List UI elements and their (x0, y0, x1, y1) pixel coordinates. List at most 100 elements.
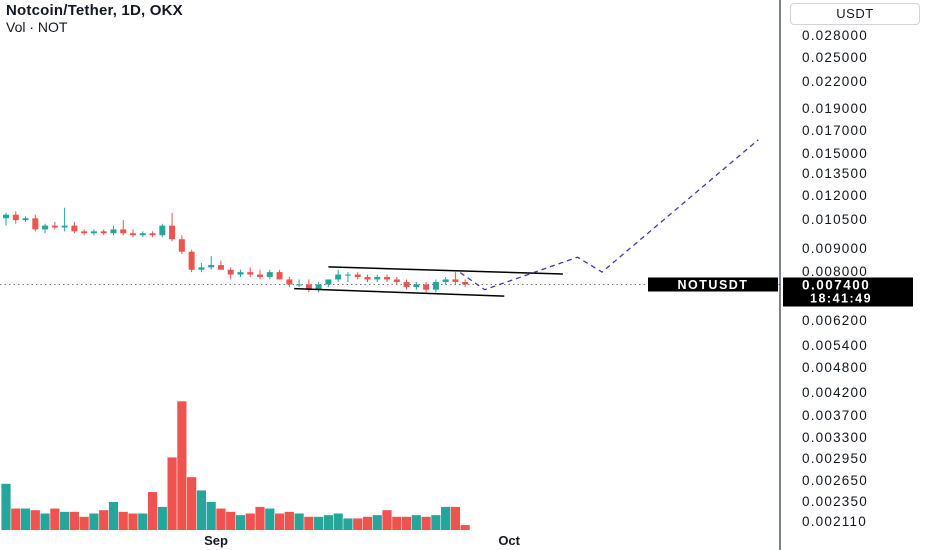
candle (178, 235, 185, 254)
volume-bar (323, 515, 334, 530)
price-axis[interactable]: 0.028000 0.025000 0.022000 0.019000 0.017000… (802, 28, 868, 529)
volume-bar (157, 506, 167, 530)
volume-bar (314, 516, 324, 530)
candle-body (247, 272, 254, 275)
price-tick-label: 0.019000 (802, 101, 868, 116)
candle (217, 260, 224, 270)
projection-path (459, 139, 759, 291)
candle (325, 279, 332, 288)
candle (393, 276, 400, 285)
price-tick-label: 0.003300 (802, 430, 868, 445)
candle-body (217, 265, 224, 270)
candle (32, 214, 39, 232)
price-tick-label: 0.002650 (802, 473, 868, 488)
volume-bar (60, 511, 70, 530)
candle-body (188, 251, 195, 270)
symbol-price-label: NOTUSDT (648, 277, 778, 292)
volume-bar (274, 513, 285, 530)
price-tick-label: 0.008000 (802, 264, 868, 279)
candle (139, 231, 146, 238)
volume-bar (187, 477, 197, 530)
candle-body (71, 225, 78, 232)
candle (159, 223, 166, 238)
volume-bar (196, 490, 206, 530)
volume-bar (79, 516, 89, 530)
candle-body (198, 267, 205, 270)
volume-bar (441, 506, 451, 530)
volume-bar (99, 510, 109, 530)
candle (198, 262, 205, 273)
volume-bar (401, 516, 412, 530)
price-tick-label: 0.017000 (802, 123, 868, 138)
volume-bar (108, 501, 119, 530)
candle-body (90, 231, 97, 234)
countdown-text: 18:41:49 (810, 292, 872, 306)
candle-body (149, 233, 156, 236)
volume-bar (167, 457, 177, 530)
candle-body (3, 214, 9, 219)
price-tick-label: 0.005400 (802, 338, 868, 353)
candle-body (32, 218, 39, 230)
candle (276, 269, 283, 280)
volume-bar (226, 511, 236, 530)
time-tick-label: Oct (498, 533, 520, 548)
volume-bar (450, 506, 461, 530)
volume-bar (411, 515, 421, 530)
volume-bar (382, 510, 392, 530)
candle (130, 229, 137, 238)
candlesticks (3, 207, 469, 293)
trendline[interactable] (294, 287, 505, 297)
candle-body (51, 225, 58, 228)
candle-body (276, 272, 283, 280)
candle (403, 279, 410, 290)
candle (266, 269, 273, 280)
candle-body (120, 229, 127, 234)
candle (413, 281, 420, 290)
price-tick-label: 0.009000 (802, 241, 868, 256)
volume-bar (50, 508, 60, 530)
candle-body (344, 274, 351, 276)
candle-body (423, 284, 430, 290)
candle-body (393, 279, 400, 282)
candle (432, 279, 439, 293)
symbol-label-bg (648, 277, 778, 292)
candle (208, 256, 215, 270)
candle (286, 276, 293, 288)
candle-body (364, 276, 371, 280)
price-tick-label: 0.003700 (802, 408, 868, 423)
candle (335, 269, 342, 282)
candle-body (100, 231, 107, 234)
candle (296, 279, 303, 288)
candle (237, 269, 244, 277)
candle (384, 274, 391, 282)
candle (364, 274, 371, 282)
volume-bar (11, 508, 21, 530)
candle (42, 223, 49, 234)
candle (305, 279, 312, 293)
candle-body (354, 274, 361, 277)
volume-bar (284, 511, 294, 530)
candle (442, 276, 449, 285)
candle-body (139, 233, 146, 236)
candle (452, 272, 459, 285)
candle (257, 269, 264, 280)
time-axis[interactable]: Sep Oct (204, 533, 521, 548)
candle-body (286, 279, 293, 285)
volume-bar (421, 516, 431, 530)
candle-body (227, 269, 234, 275)
candle-body (22, 218, 29, 221)
trendline[interactable] (328, 266, 563, 275)
volume-bar (294, 513, 304, 530)
candle-body (384, 276, 391, 280)
currency-selector-button[interactable]: USDT (790, 3, 920, 25)
candle-body (110, 229, 117, 234)
candle (169, 212, 176, 242)
volume-bar (372, 515, 382, 530)
volume-bar (235, 515, 246, 530)
candle-body (335, 274, 342, 280)
volume-bar (362, 516, 373, 530)
volume-indicator-label[interactable]: Vol · NOT (6, 19, 68, 35)
candle (149, 231, 156, 238)
volume-bar (147, 492, 158, 530)
